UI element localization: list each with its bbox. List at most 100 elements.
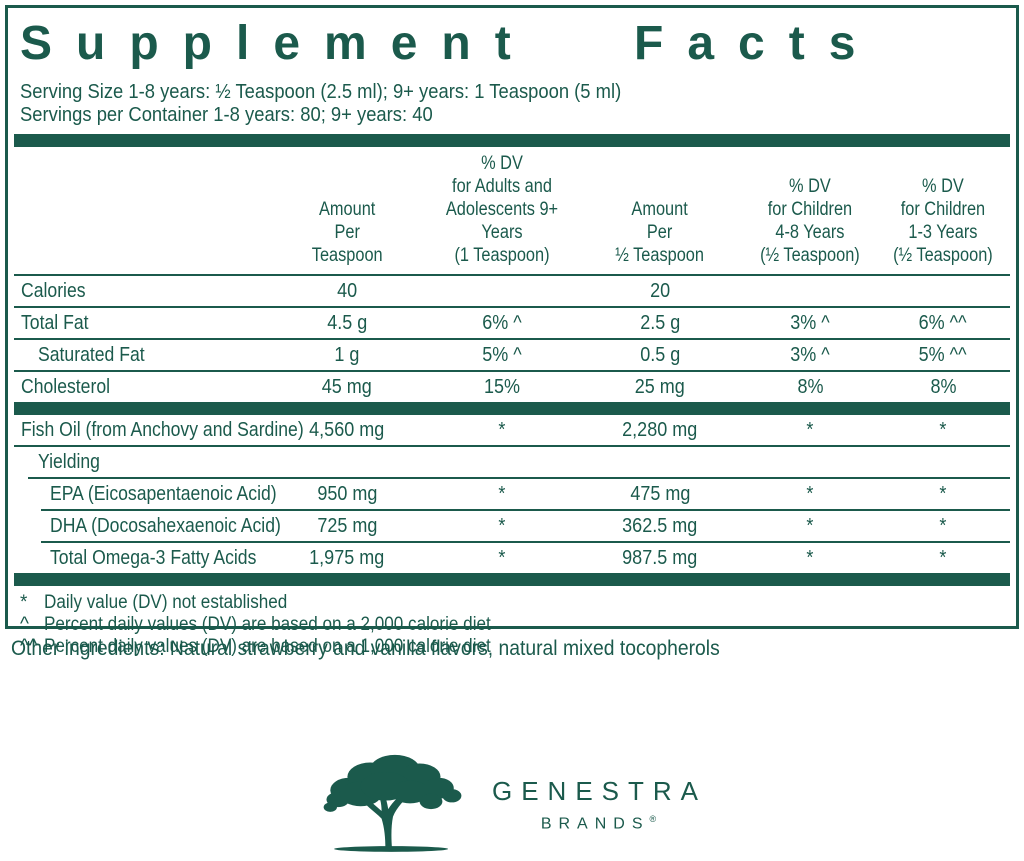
- value-dv-children-1-3: [876, 451, 1010, 474]
- row-divider: [14, 338, 1010, 340]
- row-divider: [14, 445, 1010, 447]
- value-dv-children-4-8: [744, 280, 876, 303]
- col-header-dv-adults: % DV for Adults and Adolescents 9+ Years…: [445, 153, 559, 266]
- footnote-2000-calorie: ^ Percent daily values (DV) are based on…: [20, 614, 1010, 636]
- value-amount-per-teaspoon: 4,560 mg: [309, 418, 385, 441]
- value-amount-per-half-teaspoon: 2,280 mg: [622, 418, 698, 441]
- value-dv-adults: [428, 280, 576, 303]
- nutrient-name: Saturated Fat: [38, 343, 145, 366]
- value-amount-per-half-teaspoon: 2.5 g: [639, 311, 681, 334]
- col-header-dv-children-4-8: % DV for Children 4-8 Years (½ Teaspoon): [760, 176, 860, 266]
- value-dv-children-4-8: *: [806, 514, 814, 537]
- value-amount-per-half-teaspoon: 20: [649, 279, 671, 302]
- footnote-text: Daily value (DV) not established: [44, 592, 288, 613]
- value-amount-per-teaspoon: 725 mg: [316, 514, 378, 537]
- row-divider: [41, 541, 1010, 543]
- value-dv-children-1-3: [876, 280, 1010, 303]
- value-amount-per-teaspoon: 40: [336, 279, 358, 302]
- footnote-1000-calorie: ^^ Percent daily values (DV) are based o…: [20, 636, 1010, 658]
- value-amount-per-half-teaspoon: [576, 451, 744, 474]
- nutrient-name: Cholesterol: [21, 375, 111, 398]
- value-dv-children-4-8: *: [806, 546, 814, 569]
- table-row-fish-oil: Fish Oil (from Anchovy and Sardine) 4,56…: [14, 415, 1010, 445]
- nutrient-name: EPA (Eicosapentaenoic Acid): [50, 482, 277, 505]
- value-amount-per-half-teaspoon: 0.5 g: [639, 343, 681, 366]
- value-dv-children-1-3: *: [939, 514, 947, 537]
- table-row-yielding: Yielding: [14, 447, 1010, 477]
- footnote-dv-not-established: * Daily value (DV) not established: [20, 592, 1010, 614]
- value-dv-children-1-3: *: [939, 482, 947, 505]
- col-header-dv-children-1-3: % DV for Children 1-3 Years (½ Teaspoon): [893, 176, 993, 266]
- row-divider: [14, 370, 1010, 372]
- thick-divider-bar: [14, 402, 1010, 415]
- page-title: Supplement Facts: [20, 17, 880, 70]
- value-dv-adults: 6% ^: [482, 311, 522, 334]
- value-amount-per-teaspoon: [266, 451, 428, 474]
- serving-size-line: Serving Size 1-8 years: ½ Teaspoon (2.5 …: [20, 81, 622, 103]
- value-dv-adults: *: [498, 546, 506, 569]
- row-divider: [41, 509, 1010, 511]
- table-row-dha: DHA (Docosahexaenoic Acid) 725 mg * 362.…: [14, 511, 1010, 541]
- nutrient-name: DHA (Docosahexaenoic Acid): [50, 514, 281, 537]
- value-dv-adults: 5% ^: [482, 343, 522, 366]
- footnote-marker: ^: [20, 614, 29, 635]
- footnotes-section: * Daily value (DV) not established ^ Per…: [14, 586, 1010, 658]
- footnote-text: Percent daily values (DV) are based on a…: [44, 614, 491, 635]
- nutrient-name: Calories: [21, 279, 86, 302]
- col-header-amount-per-half-teaspoon: Amount Per ½ Teaspoon: [615, 199, 705, 266]
- nutrient-name: Total Fat: [21, 311, 89, 334]
- nutrient-name: Total Omega-3 Fatty Acids: [50, 546, 257, 569]
- value-dv-children-4-8: *: [806, 418, 814, 441]
- value-amount-per-teaspoon: 1 g: [334, 343, 360, 366]
- value-amount-per-half-teaspoon: 362.5 mg: [622, 514, 698, 537]
- value-amount-per-teaspoon: 1,975 mg: [309, 546, 385, 569]
- brand-name: GENESTRA: [491, 776, 708, 807]
- value-dv-children-1-3: *: [939, 546, 947, 569]
- table-row-saturated-fat: Saturated Fat 1 g 5% ^ 0.5 g 3% ^ 5% ^^: [14, 340, 1010, 370]
- value-dv-children-1-3: 6% ^^: [919, 311, 967, 334]
- supplement-facts-panel: Supplement Facts Serving Size 1-8 years:…: [5, 5, 1019, 657]
- table-header-row: Amount Per Teaspoon % DV for Adults and …: [14, 147, 1010, 276]
- footnote-marker: *: [20, 592, 28, 613]
- value-dv-children-1-3: *: [939, 418, 947, 441]
- nutrient-name: Fish Oil (from Anchovy and Sardine): [21, 418, 304, 441]
- value-dv-children-4-8: 3% ^: [790, 311, 830, 334]
- brand-subtitle: BRANDS®: [540, 814, 657, 833]
- value-dv-children-4-8: [744, 451, 876, 474]
- thick-divider-bar: [14, 134, 1010, 147]
- brand-text-block: GENESTRA BRANDS®: [483, 776, 707, 833]
- registered-trademark-icon: ®: [649, 814, 657, 825]
- value-dv-adults: *: [498, 514, 506, 537]
- table-row-total-omega-3: Total Omega-3 Fatty Acids 1,975 mg * 987…: [14, 543, 1010, 573]
- value-dv-children-4-8: 3% ^: [790, 343, 830, 366]
- row-divider: [28, 477, 1010, 479]
- value-amount-per-half-teaspoon: 987.5 mg: [622, 546, 698, 569]
- table-row-total-fat: Total Fat 4.5 g 6% ^ 2.5 g 3% ^ 6% ^^: [14, 308, 1010, 338]
- value-amount-per-half-teaspoon: 25 mg: [634, 375, 686, 398]
- thick-divider-bar: [14, 573, 1010, 586]
- col-header-amount-per-teaspoon: Amount Per Teaspoon: [311, 199, 383, 266]
- value-dv-adults: *: [498, 418, 506, 441]
- brand-logo: GENESTRA BRANDS®: [0, 746, 1024, 856]
- value-amount-per-teaspoon: 4.5 g: [326, 311, 368, 334]
- value-dv-adults: [428, 451, 576, 474]
- tree-logo-icon: [323, 754, 462, 852]
- nutrient-name: Yielding: [38, 450, 100, 473]
- value-amount-per-teaspoon: 950 mg: [316, 482, 378, 505]
- table-row-cholesterol: Cholesterol 45 mg 15% 25 mg 8% 8%: [14, 372, 1010, 402]
- value-dv-children-1-3: 8%: [929, 375, 957, 398]
- value-dv-children-4-8: 8%: [796, 375, 824, 398]
- footnote-marker: ^^: [20, 636, 38, 657]
- footnote-text: Percent daily values (DV) are based on a…: [44, 636, 491, 657]
- table-row-epa: EPA (Eicosapentaenoic Acid) 950 mg * 475…: [14, 479, 1010, 509]
- value-dv-adults: 15%: [483, 375, 521, 398]
- col-header-nutrient: [14, 244, 266, 267]
- table-row-calories: Calories 40 20: [14, 276, 1010, 306]
- row-divider: [14, 306, 1010, 308]
- value-dv-children-1-3: 5% ^^: [919, 343, 967, 366]
- value-dv-children-4-8: *: [806, 482, 814, 505]
- value-amount-per-teaspoon: 45 mg: [321, 375, 373, 398]
- value-amount-per-half-teaspoon: 475 mg: [629, 482, 691, 505]
- other-ingredients-line: Other ingredients: Natural strawberry an…: [11, 637, 720, 660]
- value-dv-adults: *: [498, 482, 506, 505]
